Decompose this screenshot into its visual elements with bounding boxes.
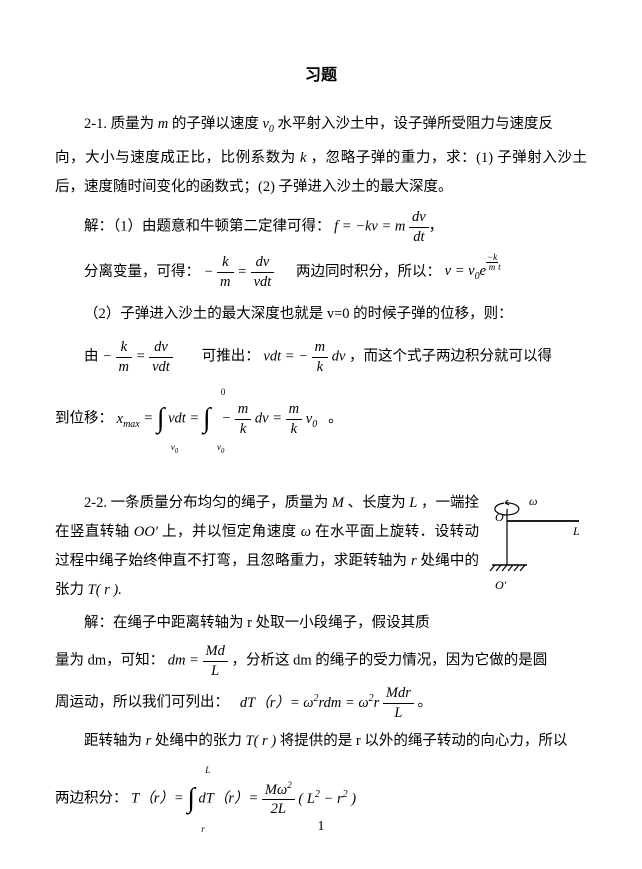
text: 两边积分： [55, 791, 128, 807]
text: 可推出： [202, 349, 260, 365]
frac-mk3: mk [286, 400, 302, 439]
comma: ， [429, 219, 444, 235]
text: 水平射入沙土中，设子弹所受阻力与速度反 [274, 116, 553, 132]
solution-2-2: 解：在绳子中距离转轴为 r 处取一小段绳子，假设其质 [55, 609, 587, 638]
text: ，分析这 dm 的绳子的受力情况，因为它做的是圆 [232, 652, 548, 668]
text: 解：在绳子中距离转轴为 r 处取一小段绳子，假设其质 [84, 615, 430, 631]
problem-2-1-line1: 2-1. 质量为 m 的子弹以速度 v0 水平射入沙土中，设子弹所受阻力与速度反 [55, 110, 587, 140]
text: 将提供的是 r 以外的绳子转动的向心力，所以 [276, 733, 567, 749]
int-vdt: vdt = [168, 411, 203, 427]
text: 解：（1）由题意和牛顿第二定律可得： [84, 219, 331, 235]
text: 2-1. 质量为 [84, 116, 158, 132]
dm-eq: dm = [168, 652, 203, 668]
rotation-diagram: ω O L O′ [487, 493, 587, 593]
var-M: M [332, 495, 344, 511]
exp-kt-m: −km [486, 253, 498, 272]
frac-Mdr-L: MdrL [383, 684, 414, 723]
v-eq: v = v0e [445, 263, 486, 279]
text: 的子弹以速度 [168, 116, 262, 132]
svg-text:ω: ω [529, 494, 537, 508]
dv: dv [332, 349, 346, 365]
dT2: dT（r）= [199, 791, 262, 807]
frac-Md-L: MdL [203, 642, 228, 681]
vdt-eq: vdt = − [263, 349, 308, 365]
var-OO: OO′ [134, 524, 158, 540]
neg-sign: − [204, 263, 214, 279]
L2-r2: ( L2 − r2 ) [298, 791, 356, 807]
var-Tr: T( r ). [88, 582, 122, 598]
period2: 。 [417, 695, 432, 711]
neg: − [102, 349, 112, 365]
solution-2-1-1: 解：（1）由题意和牛顿第二定律可得： f = −kv = m dvdt， [55, 208, 587, 247]
formula-f: f = −kv = m [334, 219, 405, 235]
frac-mk2: mk [235, 400, 251, 439]
frac-km2: km [116, 338, 132, 377]
fig-label-O: O [495, 510, 504, 524]
derive-line: 由 − km = dvvdt 可推出： vdt = − mk dv ，而这个式子… [55, 338, 587, 377]
eq: = [237, 263, 250, 279]
text: 、长度为 [344, 495, 409, 511]
integral-1: ∫v0 [157, 383, 165, 456]
tension-line: 距转轴为 r 处绳中的张力 T( r ) 将提供的是 r 以外的绳子转动的向心力… [55, 727, 587, 756]
text: （2）子弹进入沙土的最大深度也就是 v=0 的时候子弹的位移，则： [84, 306, 513, 322]
text: 到位移： [55, 411, 113, 427]
text: 2-2. 一条质量分布均匀的绳子，质量为 [84, 495, 332, 511]
text: 向，大小与速度成正比，比例系数为 [55, 150, 300, 166]
v0-2: v0 [306, 411, 317, 427]
var-m: m [158, 116, 168, 132]
eq2: = [136, 349, 149, 365]
separate-vars: 分离变量，可得： − km = dvvdt 两边同时积分，所以： v = v0e… [55, 253, 587, 292]
text: 由 [84, 349, 99, 365]
frac-k-m: km [217, 253, 233, 292]
exp-t: t [498, 262, 501, 272]
text: 量为 dm，可知： [55, 652, 164, 668]
frac-dv-dt: dvdt [409, 208, 429, 247]
neg2: − [221, 411, 231, 427]
text: 上，并以恒定角速度 [158, 524, 301, 540]
period: 。 [328, 411, 343, 427]
var-omega: ω [301, 524, 311, 540]
var-Tr2: T( r ) [246, 733, 277, 749]
frac-dvvdt2: dvvdt [149, 338, 173, 377]
circular-line: 周运动，所以我们可列出： dT（r）= ω2rdm = ω2r MdrL 。 [55, 684, 587, 723]
fig-label-Oprime: O′ [495, 578, 507, 592]
text: 周运动，所以我们可列出： [55, 695, 229, 711]
var-v0: v0 [262, 116, 273, 132]
text: 距转轴为 [84, 733, 146, 749]
fig-label-L: L [572, 524, 580, 538]
text: 处绳中的张力 [151, 733, 245, 749]
frac-dv-vdt: dvvdt [251, 253, 275, 292]
solution-2-1-2: （2）子弹进入沙土的最大深度也就是 v=0 的时候子弹的位移，则： [55, 297, 587, 332]
integral-2: ∫v00 [203, 383, 211, 456]
dm-line: 量为 dm，可知： dm = MdL ，分析这 dm 的绳子的受力情况，因为它做… [55, 642, 587, 681]
page-number: 1 [0, 813, 642, 841]
eq3: = [143, 411, 156, 427]
text: 分离变量，可得： [84, 263, 200, 279]
text: ，而这个式子两边积分就可以得 [349, 349, 552, 365]
dT-eq: dT（r）= ω2rdm = ω2r [240, 695, 379, 711]
page-title: 习题 [55, 60, 587, 92]
T-eq: T（r）= [131, 791, 187, 807]
frac-mk: mk [312, 338, 328, 377]
problem-2-1-line2: 向，大小与速度成正比，比例系数为 k ，忽略子弹的重力，求：(1) 子弹射入沙土… [55, 144, 587, 202]
xmax: xmax [117, 411, 140, 427]
text: 两边同时积分，所以： [296, 263, 441, 279]
displacement-line: 到位移： xmax = ∫v0 vdt = ∫v00 − mk dv = mk … [55, 383, 587, 456]
dv-eq: dv = [255, 411, 286, 427]
